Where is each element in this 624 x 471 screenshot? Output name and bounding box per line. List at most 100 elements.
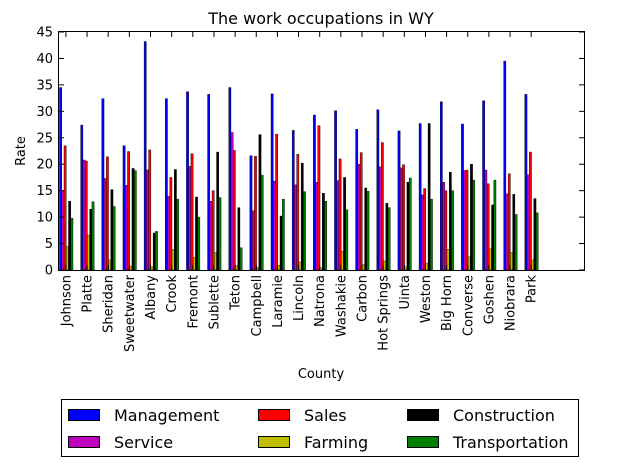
legend-swatch [407,409,439,421]
bar-transportation-sheridan [112,206,116,271]
legend-item-service: Service [68,431,173,453]
bar-service-carbon [357,164,361,271]
bar-management-carbon [355,129,359,271]
bar-farming-uinta [404,266,408,271]
x-axis-label: County [298,367,345,382]
legend: Management Service Sales Farming Constructio… [61,399,579,457]
bar-construction-uinta [406,181,410,271]
bar-farming-sheridan [108,259,112,271]
x-tick-label-big-horn: Big Horn [440,275,455,331]
bar-farming-johnson [66,246,69,271]
bar-management-sublette [207,94,211,271]
bar-transportation-park [535,212,539,271]
bar-farming-niobrara [510,252,513,271]
x-tick-label-lincoln: Lincoln [292,275,307,321]
y-tick-label: 15 [36,184,53,199]
bar-construction-washakie [343,177,346,271]
legend-item-construction: Construction [407,404,555,426]
legend-swatch [68,409,100,421]
bar-sales-crook [169,177,173,271]
bar-sales-natrona [317,125,321,271]
bar-management-big-horn [440,101,443,271]
bar-farming-sweetwater [129,266,133,271]
bar-construction-hot-springs [385,203,389,271]
bar-farming-platte [87,234,90,271]
bar-transportation-converse [472,179,476,271]
bar-sales-lincoln [296,153,300,271]
bar-transportation-albany [155,231,158,271]
y-tick-label: 0 [45,264,53,279]
bar-management-goshen [482,100,485,271]
bar-transportation-sweetwater [133,170,137,271]
bar-service-campbell [251,210,255,271]
bar-transportation-uinta [408,177,412,271]
bar-farming-carbon [362,264,365,271]
x-tick-label-sheridan: Sheridan [102,275,117,333]
y-tick-label: 5 [45,237,53,252]
bar-service-big-horn [442,181,445,271]
bar-sales-sweetwater [127,151,130,271]
bar-farming-converse [467,256,471,271]
bar-construction-laramie [279,215,283,271]
legend-label: Construction [453,405,555,425]
bar-construction-albany [152,232,156,271]
bar-transportation-big-horn [451,190,454,271]
y-tick-label: 25 [36,131,53,146]
bar-sales-sublette [211,190,215,271]
legend-swatch [258,436,290,448]
bar-farming-laramie [277,265,281,271]
bar-farming-fremont [192,257,196,271]
bar-management-uinta [397,130,401,271]
x-tick-label-hot-springs: Hot Springs [377,275,392,351]
bar-farming-campbell [256,267,260,271]
bar-construction-fremont [195,196,198,271]
y-tick-label: 30 [36,105,53,120]
bar-transportation-natrona [324,201,327,271]
bar-construction-big-horn [449,171,452,271]
y-tick-label: 45 [36,26,53,41]
bar-service-albany [146,169,149,271]
bar-management-niobrara [503,60,507,271]
bar-transportation-platte [91,201,95,271]
x-tick-label-park: Park [525,275,540,304]
bar-service-niobrara [505,193,509,271]
bar-service-park [526,174,530,271]
bar-service-weston [421,194,424,271]
bar-construction-sweetwater [131,168,135,271]
bar-farming-weston [425,262,429,271]
x-tick-label-teton: Teton [229,275,244,311]
x-tick-label-sublette: Sublette [207,275,222,330]
bar-management-lincoln [291,130,295,271]
bar-service-washakie [336,180,340,271]
bar-management-teton [228,87,232,271]
bar-transportation-johnson [70,217,74,271]
bar-service-sublette [209,201,213,271]
x-tick-label-platte: Platte [81,275,96,313]
legend-label: Transportation [453,432,569,452]
bar-service-converse [463,170,467,271]
bar-service-fremont [188,166,192,271]
bar-sales-teton [232,150,236,271]
bar-transportation-niobrara [514,214,518,271]
y-tick-label: 10 [36,211,53,226]
bar-farming-goshen [489,248,492,271]
x-tick-label-fremont: Fremont [186,275,201,329]
x-tick-label-johnson: Johnson [59,275,74,327]
bar-construction-sheridan [110,189,114,271]
bar-management-sheridan [101,98,105,271]
bar-management-fremont [186,91,189,271]
bar-sales-niobrara [507,173,511,271]
bar-sales-hot-springs [381,142,384,271]
bar-management-hot-springs [376,109,380,271]
bar-farming-crook [171,249,175,271]
bar-sales-albany [148,149,152,271]
legend-item-farming: Farming [258,431,368,453]
bar-sales-sheridan [106,156,109,271]
bar-management-sweetwater [122,145,126,271]
bar-sales-platte [84,160,88,271]
chart-title: The work occupations in WY [207,9,434,28]
bar-management-converse [461,123,464,271]
bar-construction-niobrara [512,194,516,271]
bar-sales-goshen [486,183,490,271]
